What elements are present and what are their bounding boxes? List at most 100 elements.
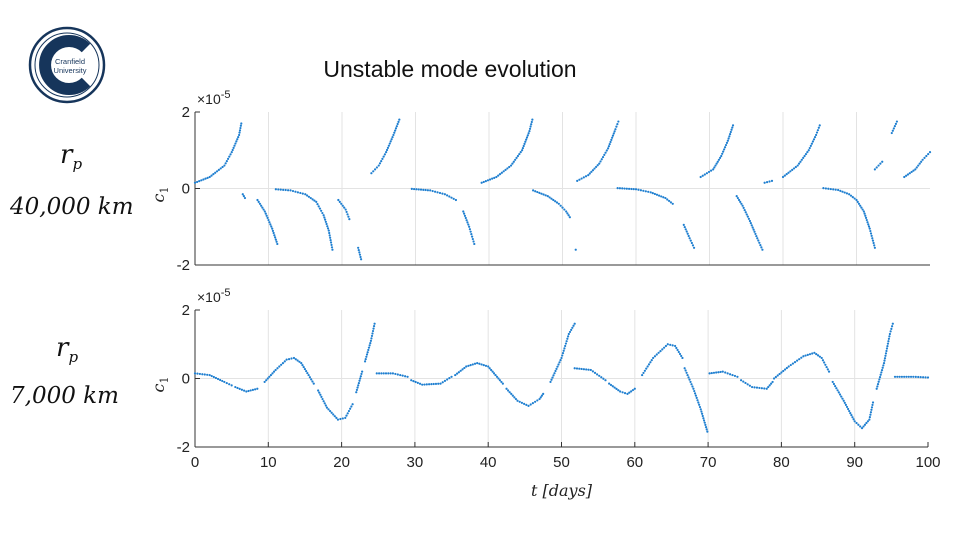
data-point [280, 363, 283, 366]
data-point [895, 120, 899, 123]
data-point [370, 334, 374, 338]
data-point [417, 188, 420, 191]
data-point [912, 375, 915, 378]
data-point [909, 375, 913, 378]
y-tick-label: 2 [182, 104, 190, 121]
data-point [704, 426, 708, 429]
data-point [794, 165, 797, 169]
data-point [699, 408, 702, 411]
data-point [391, 372, 395, 375]
data-point [308, 376, 311, 379]
data-point [688, 378, 691, 381]
data-point [454, 373, 457, 377]
data-point [410, 379, 413, 382]
data-point [357, 384, 360, 387]
data-point [263, 210, 266, 213]
data-point [903, 375, 906, 378]
data-point [855, 421, 858, 425]
data-point [872, 241, 875, 245]
data-point [480, 181, 483, 184]
data-point [748, 384, 751, 387]
data-point [568, 216, 571, 219]
data-point [726, 139, 729, 142]
data-point [687, 376, 690, 379]
data-point [848, 409, 851, 413]
data-point [519, 151, 522, 154]
data-point [278, 365, 281, 368]
data-point [879, 162, 882, 165]
data-point [919, 376, 922, 379]
data-point [671, 344, 674, 347]
data-point [387, 372, 390, 375]
data-point [328, 234, 331, 237]
data-point [606, 147, 610, 150]
data-point [806, 353, 809, 356]
data-point [373, 168, 377, 171]
data-point [500, 380, 503, 384]
data-point [600, 158, 603, 161]
data-point [870, 406, 874, 409]
data-point [428, 383, 431, 386]
data-point [267, 218, 270, 222]
data-point [575, 367, 579, 370]
data-point [630, 187, 633, 191]
label-rp-top-symbol: r [60, 140, 73, 170]
data-point [694, 394, 697, 397]
data-point [815, 353, 818, 356]
data-point [287, 189, 290, 192]
data-point [875, 166, 878, 169]
data-point [685, 371, 688, 374]
data-point [208, 175, 211, 179]
data-point [511, 394, 514, 397]
data-point [551, 376, 554, 379]
data-point [918, 162, 921, 165]
data-point [238, 129, 242, 132]
data-point [617, 120, 620, 123]
data-point [807, 149, 810, 152]
data-point [767, 385, 770, 389]
data-point [796, 359, 799, 362]
data-point [228, 383, 231, 386]
data-point [398, 118, 401, 121]
data-point [865, 421, 868, 425]
data-point [882, 361, 886, 365]
data-point [789, 363, 792, 367]
data-point [757, 239, 760, 242]
data-point [647, 190, 650, 193]
data-point [593, 167, 596, 170]
data-point [890, 131, 893, 135]
data-point [240, 122, 243, 125]
data-point [395, 125, 398, 128]
data-point [348, 218, 351, 221]
data-point [484, 180, 487, 183]
data-point [369, 339, 373, 342]
data-point [649, 361, 652, 364]
data-point [443, 379, 447, 382]
data-point [301, 192, 304, 195]
data-point [866, 221, 869, 224]
data-point [840, 395, 843, 398]
data-point [631, 388, 635, 392]
data-point [439, 382, 442, 385]
data-point [845, 192, 849, 195]
data-point [651, 192, 654, 195]
data-point [291, 189, 295, 193]
data-point [357, 246, 360, 249]
label-distance-top: 40,000 km [10, 194, 134, 220]
data-point [884, 352, 888, 355]
data-point [193, 372, 197, 375]
data-point [768, 384, 771, 387]
data-point [549, 380, 552, 384]
data-point [383, 153, 386, 156]
data-point [878, 378, 881, 381]
data-point [890, 327, 893, 330]
data-point [741, 204, 744, 207]
data-point [450, 375, 453, 378]
data-point [225, 159, 228, 163]
data-point [789, 170, 792, 173]
data-point [587, 368, 590, 371]
data-point [388, 142, 391, 145]
data-point [750, 385, 754, 389]
data-point [206, 176, 209, 179]
data-point [564, 344, 567, 348]
